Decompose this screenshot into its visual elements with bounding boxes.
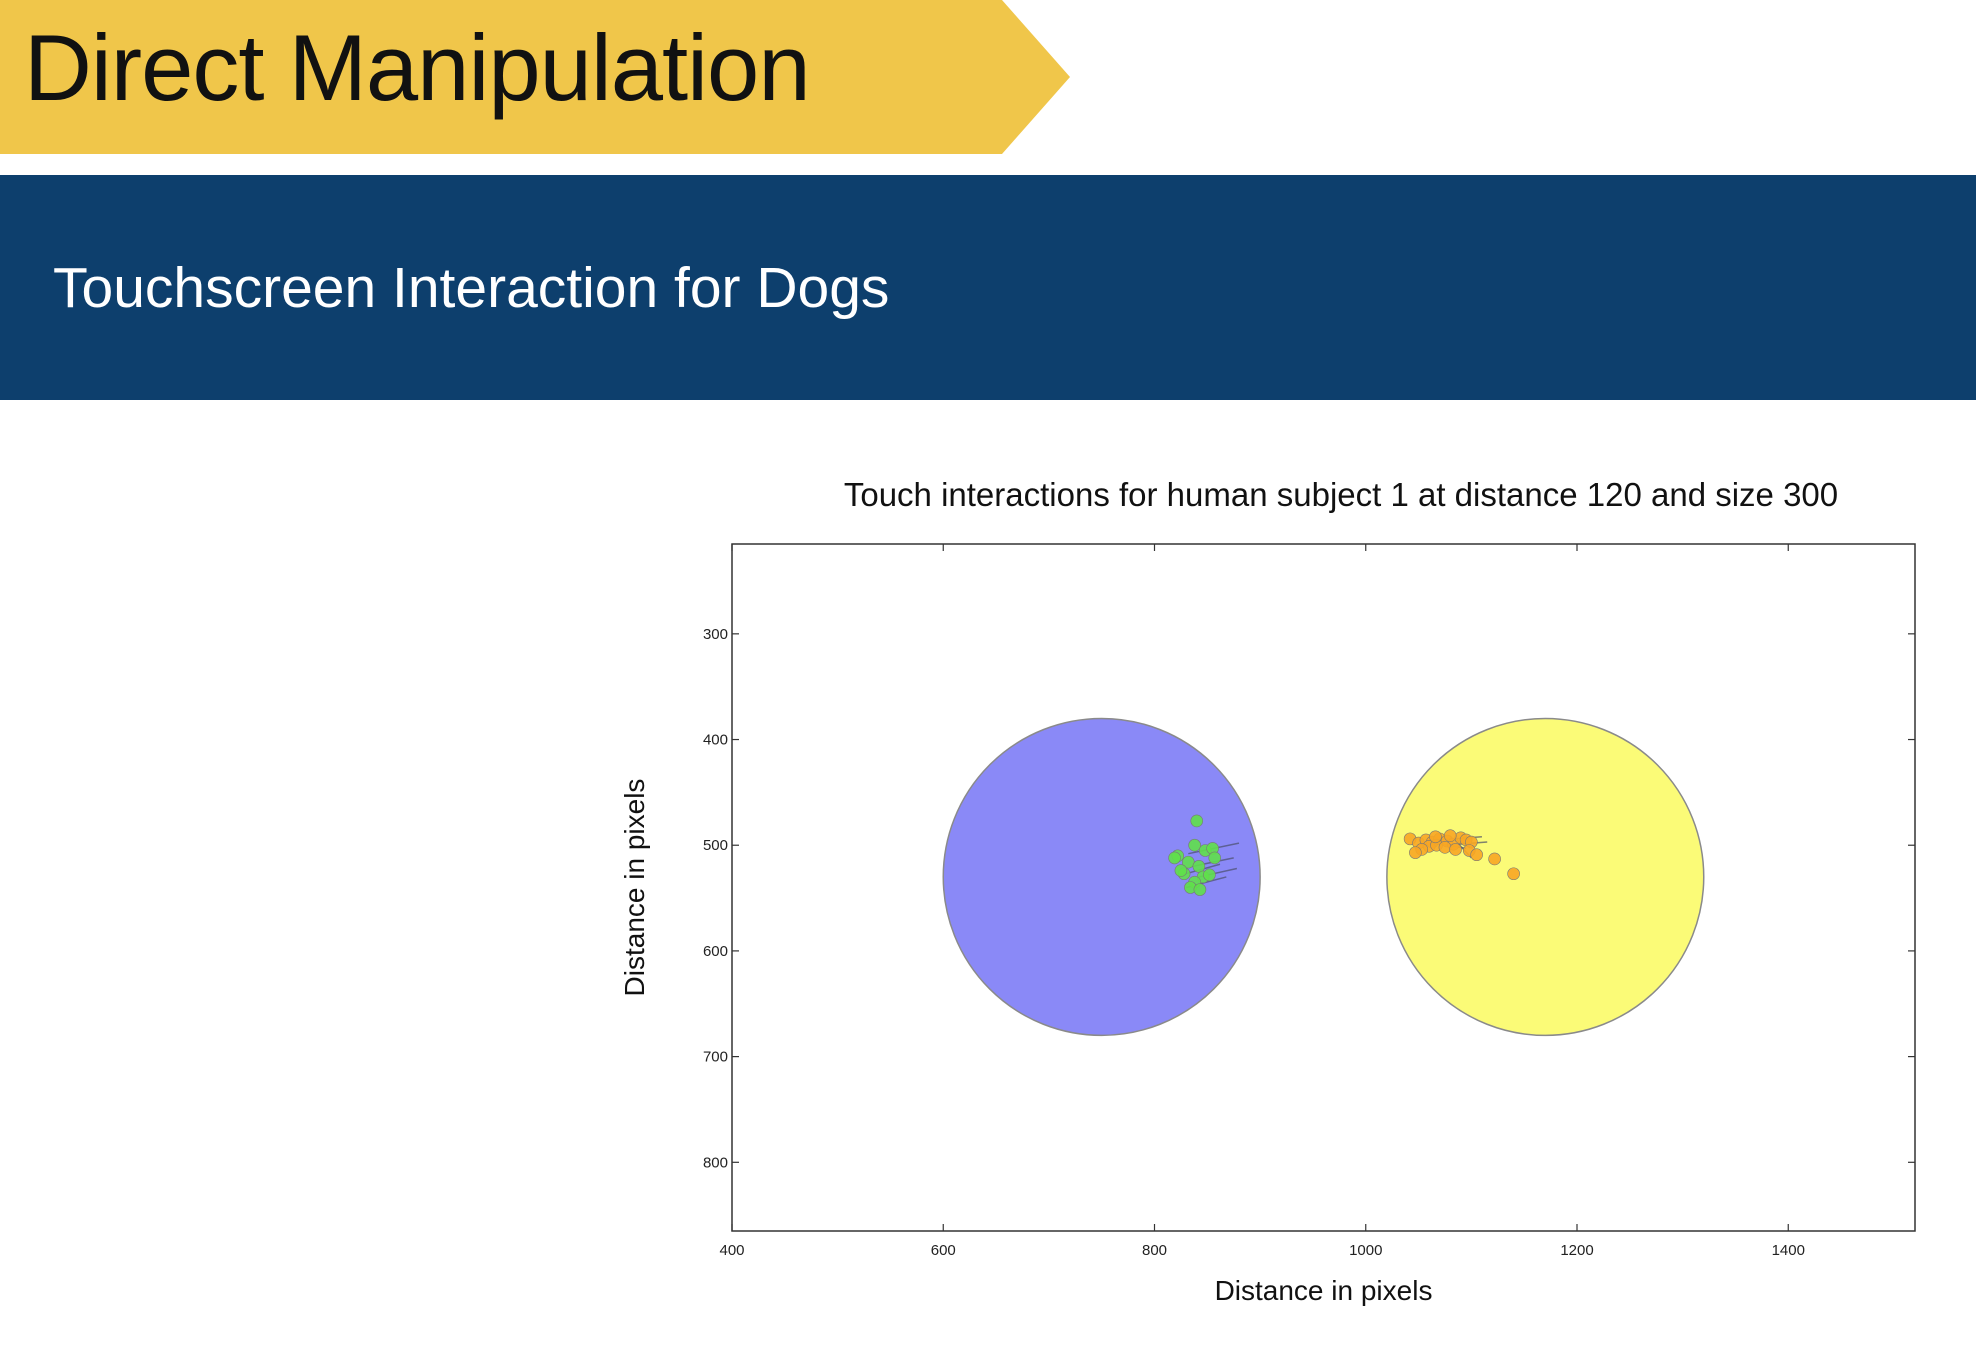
slide-title: Direct Manipulation	[24, 15, 811, 120]
y-tick-label: 600	[703, 943, 728, 960]
target-circle-1	[942, 717, 1261, 1037]
y-tick-label: 500	[703, 837, 728, 854]
y-tick-label: 800	[703, 1154, 728, 1171]
x-tick-label: 1400	[1772, 1242, 1805, 1259]
touch-point	[1203, 868, 1216, 882]
x-axis-label: Distance in pixels	[1215, 1275, 1433, 1306]
touch-point	[1470, 848, 1483, 862]
title-banner-shape	[0, 0, 1070, 154]
touch-point	[1208, 851, 1222, 865]
y-tick-label: 400	[703, 732, 728, 749]
touch-point	[1188, 838, 1201, 852]
target-circle-2	[1386, 717, 1705, 1037]
touch-point	[1443, 829, 1457, 843]
touch-point	[1174, 864, 1188, 877]
x-tick-label: 400	[719, 1242, 744, 1259]
chart-title: Touch interactions for human subject 1 a…	[844, 476, 1838, 513]
subtitle-bar: Touchscreen Interaction for Dogs	[0, 175, 1976, 400]
touch-scatter-chart: Touch interactions for human subject 1 a…	[600, 460, 1940, 1320]
touch-point	[1429, 830, 1442, 844]
x-tick-label: 800	[1142, 1242, 1167, 1259]
x-tick-label: 1200	[1560, 1242, 1593, 1259]
touch-point	[1438, 841, 1452, 854]
title-banner: Direct Manipulation	[0, 0, 1072, 154]
y-tick-label: 300	[703, 626, 728, 643]
touch-point	[1488, 852, 1501, 866]
chart-svg: Touch interactions for human subject 1 a…	[619, 476, 1916, 1306]
x-tick-label: 600	[931, 1242, 956, 1259]
touch-point	[1168, 851, 1181, 865]
y-tick-label: 700	[703, 1049, 728, 1066]
touch-point	[1192, 860, 1206, 873]
touch-point	[1190, 814, 1204, 828]
x-tick-label: 1000	[1349, 1242, 1382, 1259]
touch-point	[1449, 843, 1462, 856]
touch-point	[1507, 867, 1520, 881]
slide-subtitle: Touchscreen Interaction for Dogs	[53, 256, 890, 320]
touch-point	[1193, 883, 1207, 896]
touch-point	[1409, 846, 1422, 859]
y-axis-label: Distance in pixels	[619, 779, 650, 997]
plot-frame	[731, 543, 1916, 1232]
